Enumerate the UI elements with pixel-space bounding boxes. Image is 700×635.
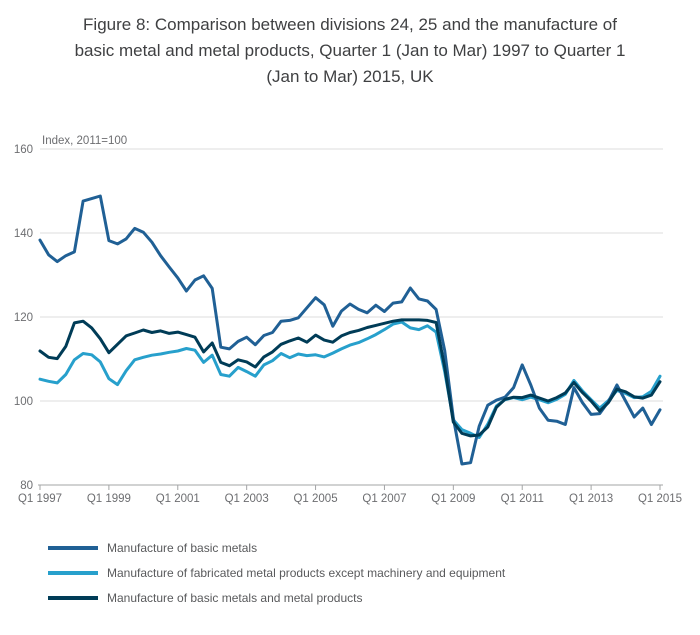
y-tick-label-160: 160 bbox=[14, 144, 33, 156]
y-tick-label-140: 140 bbox=[14, 228, 33, 240]
x-axis bbox=[38, 484, 663, 490]
legend-line-swatch bbox=[48, 546, 98, 550]
title-line-3: (Jan to Mar) 2015, UK bbox=[266, 67, 434, 86]
y-tick-label-100: 100 bbox=[14, 396, 33, 408]
series-line-0 bbox=[38, 194, 662, 466]
legend-item: Manufacture of basic metals and metal pr… bbox=[48, 591, 505, 605]
legend-label: Manufacture of basic metals bbox=[107, 541, 258, 555]
x-tick-label: Q1 1999 bbox=[87, 493, 131, 505]
x-tick-label: Q1 2013 bbox=[569, 493, 613, 505]
x-tick-label: Q1 2007 bbox=[362, 493, 406, 505]
x-tick-label: Q1 2005 bbox=[293, 493, 337, 505]
y-axis-labels: 160 140 120 100 80 bbox=[14, 144, 33, 492]
legend-label: Manufacture of basic metals and metal pr… bbox=[107, 591, 363, 605]
x-axis-labels: Q1 1997 Q1 1999 Q1 2001 Q1 2003 Q1 2005 Q1 20… bbox=[18, 493, 682, 505]
legend-item: Manufacture of fabricated metal products… bbox=[48, 566, 505, 580]
unit-label: Index, 2011=100 bbox=[42, 135, 127, 147]
y-tick-label-120: 120 bbox=[14, 312, 33, 324]
page-title: Figure 8: Comparison between divisions 2… bbox=[0, 0, 700, 90]
legend-line-swatch bbox=[48, 571, 98, 575]
title-line-1: Figure 8: Comparison between divisions 2… bbox=[83, 15, 617, 34]
x-tick-label: Q1 1997 bbox=[18, 493, 62, 505]
x-tick-label: Q1 2011 bbox=[501, 493, 544, 505]
x-tick-label: Q1 2009 bbox=[431, 493, 475, 505]
x-tick-label: Q1 2001 bbox=[156, 493, 200, 505]
series-line-1 bbox=[38, 320, 662, 439]
x-tick-label: Q1 2015 bbox=[638, 493, 682, 505]
x-tick-label: Q1 2003 bbox=[225, 493, 269, 505]
y-tick-label-80: 80 bbox=[20, 480, 33, 492]
series-line-2 bbox=[38, 318, 662, 438]
legend-label: Manufacture of fabricated metal products… bbox=[107, 566, 506, 580]
title-line-2: basic metal and metal products, Quarter … bbox=[74, 41, 626, 60]
legend-line-swatch bbox=[48, 596, 98, 600]
legend: Manufacture of basic metals Manufacture o… bbox=[48, 541, 505, 616]
legend-item: Manufacture of basic metals bbox=[48, 541, 505, 555]
